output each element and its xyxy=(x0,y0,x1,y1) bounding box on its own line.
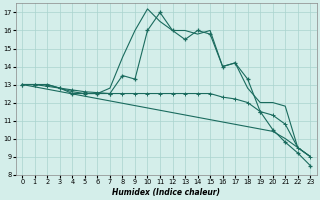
X-axis label: Humidex (Indice chaleur): Humidex (Indice chaleur) xyxy=(112,188,220,197)
